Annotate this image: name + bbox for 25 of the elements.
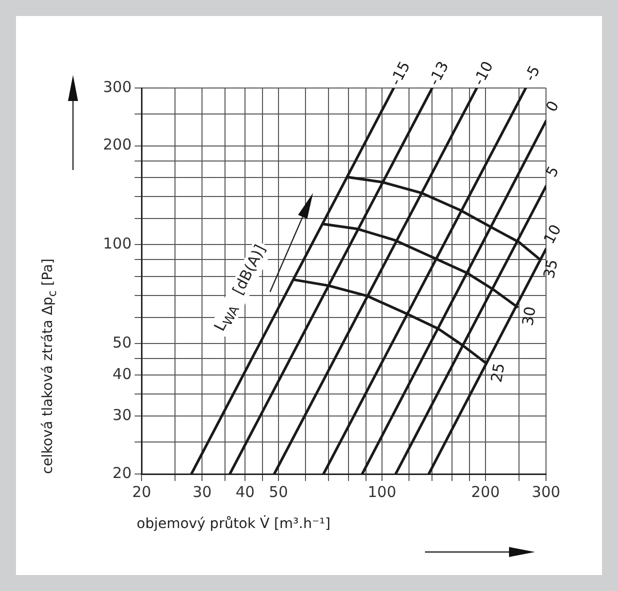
x-tick-label: 40 xyxy=(236,482,255,501)
x-tick-label: 300 xyxy=(532,482,560,501)
text: 25 xyxy=(487,362,508,384)
y-tick-label: 300 xyxy=(102,78,132,96)
y-tick-label: 30 xyxy=(112,406,132,424)
text: -13 xyxy=(424,58,452,88)
text: -5 xyxy=(520,62,544,84)
x-axis-title: objemový průtok V̇ [m³.h⁻¹] xyxy=(136,516,330,532)
text: 30 xyxy=(518,305,540,327)
text: 10 xyxy=(540,222,565,247)
y-tick-label: 200 xyxy=(102,136,132,154)
x-tick-label: 20 xyxy=(132,482,152,501)
x-tick-label: 50 xyxy=(268,482,288,501)
x-tick-label: 200 xyxy=(471,482,500,501)
y-tick-label: 20 xyxy=(112,464,132,482)
text: 5 xyxy=(542,163,563,180)
y-tick-label: 100 xyxy=(102,234,132,252)
text: 0 xyxy=(542,98,563,115)
text: -10 xyxy=(470,58,497,88)
text: 35 xyxy=(540,258,562,280)
y-tick-label: 50 xyxy=(112,333,132,352)
x-tick-label: 30 xyxy=(192,482,212,501)
text: -15 xyxy=(386,58,414,88)
x-tick-label: 100 xyxy=(368,482,396,501)
y-tick-label: 40 xyxy=(112,365,132,384)
